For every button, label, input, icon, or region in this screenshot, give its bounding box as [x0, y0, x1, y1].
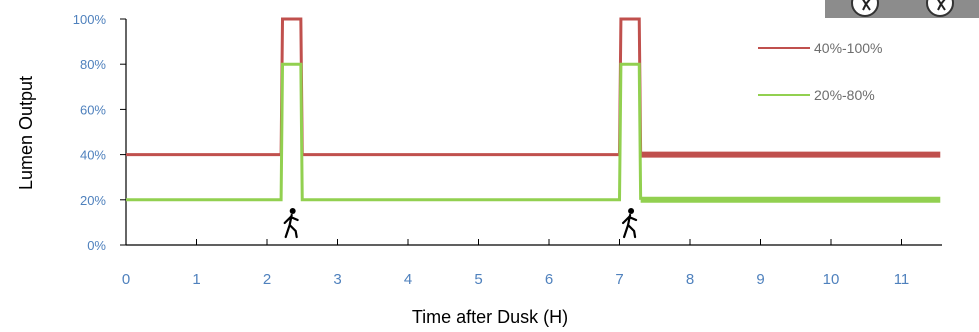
y-axis-title: Lumen Output — [16, 76, 36, 190]
x-tick-label: 9 — [756, 271, 764, 288]
series-lines — [126, 17, 941, 203]
series-line-0 — [126, 17, 643, 157]
axes — [125, 19, 942, 246]
x-tick-label: 7 — [615, 271, 623, 288]
y-tick-label: 60% — [80, 102, 106, 117]
x-tick-label: 5 — [474, 271, 482, 288]
x-axis-tick-labels: 0 1 2 3 4 5 6 7 8 9 10 11 — [122, 239, 909, 288]
y-tick-label: 80% — [80, 57, 106, 72]
y-tick-label: 0% — [87, 238, 106, 253]
pedestrian-icon — [283, 208, 299, 239]
x-tick-label: 1 — [192, 271, 200, 288]
motion-sensor-icon — [851, 0, 879, 17]
y-tick-label: 100% — [73, 12, 107, 27]
pedestrian-icon — [621, 208, 638, 239]
x-axis-title: Time after Dusk (H) — [412, 307, 568, 327]
y-tick-label: 40% — [80, 148, 106, 163]
x-tick-label: 6 — [545, 271, 553, 288]
annotations — [283, 208, 638, 239]
series-line-1 — [126, 62, 643, 202]
legend-label-20-80: 20%-80% — [814, 87, 875, 103]
x-tick-label: 4 — [404, 271, 412, 288]
x-tick-label: 10 — [823, 271, 840, 288]
x-tick-label: 11 — [894, 271, 910, 288]
legend-label-40-100: 40%-100% — [814, 40, 883, 56]
x-tick-label: 8 — [686, 271, 694, 288]
legend: 40%-100% 20%-80% — [758, 40, 883, 103]
x-tick-label: 2 — [263, 271, 271, 288]
x-tick-label: 0 — [122, 271, 130, 288]
motion-sensor-icon — [926, 0, 954, 17]
y-tick-label: 20% — [80, 193, 106, 208]
corner-badge-panel — [825, 0, 979, 18]
y-axis-tick-labels: 0% 20% 40% 60% 80% 100% — [73, 12, 126, 253]
x-tick-label: 3 — [333, 271, 341, 288]
